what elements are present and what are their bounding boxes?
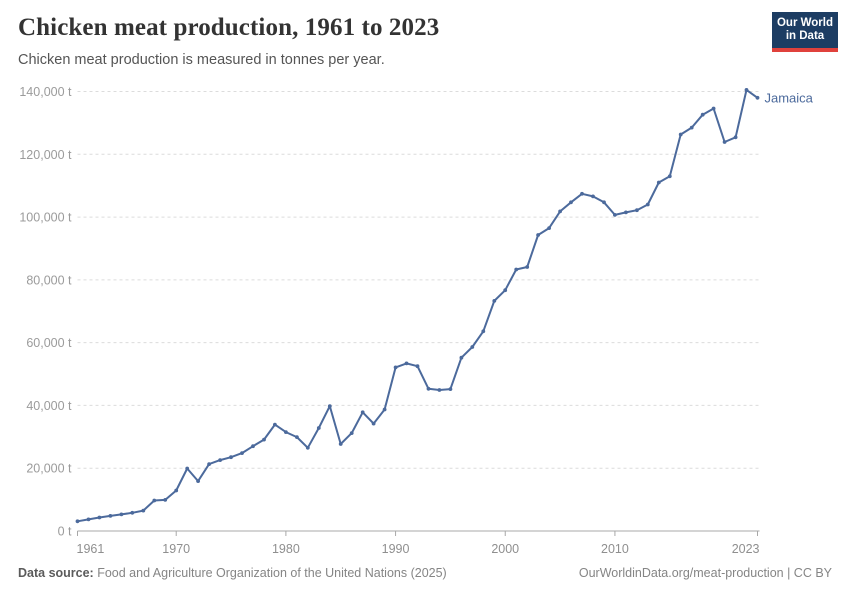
data-point-marker [229, 455, 233, 460]
data-point-marker [448, 387, 453, 391]
data-point-marker [360, 410, 365, 415]
data-point-marker [108, 514, 113, 518]
data-point-marker [536, 233, 540, 237]
data-point-marker [711, 106, 716, 111]
data-point-marker [218, 458, 223, 462]
data-point-marker [119, 512, 124, 517]
data-point-marker [569, 200, 573, 205]
data-point-marker [130, 510, 135, 515]
data-point-marker [437, 388, 442, 392]
data-point-marker [602, 200, 606, 205]
data-point-marker [722, 140, 727, 144]
data-source-text: Food and Agriculture Organization of the… [93, 566, 447, 580]
x-axis-tick-label: 1990 [382, 542, 410, 556]
data-point-marker [174, 488, 179, 493]
page-title: Chicken meat production, 1961 to 2023 [18, 14, 440, 41]
data-point-marker [689, 125, 694, 130]
data-point-marker [481, 329, 486, 334]
data-point-marker [744, 88, 749, 92]
owid-logo[interactable]: Our World in Data [772, 12, 838, 52]
data-point-marker [492, 299, 497, 303]
data-point-marker [624, 210, 628, 215]
x-axis-tick-label: 2010 [601, 542, 629, 556]
data-point-marker [316, 426, 321, 430]
data-point-marker [678, 132, 683, 137]
data-point-marker [667, 174, 672, 179]
data-point-marker [273, 422, 277, 427]
data-point-marker [86, 517, 91, 522]
chart-subtitle: Chicken meat production is measured in t… [18, 52, 385, 68]
data-point-marker [404, 361, 409, 366]
data-point-marker [700, 112, 705, 117]
y-axis-tick-label: 80,000 t [26, 273, 72, 287]
data-point-marker [733, 135, 738, 140]
data-point-marker [547, 226, 551, 231]
data-point-marker [514, 267, 519, 272]
data-point-marker [240, 451, 244, 455]
data-point-marker [580, 191, 584, 196]
chart-footer: Data source: Food and Agriculture Organi… [0, 566, 850, 580]
data-point-marker [558, 209, 562, 214]
x-axis-tick-label: 1970 [162, 542, 190, 556]
data-point-marker [207, 462, 212, 466]
y-axis-tick-label: 140,000 t [19, 85, 72, 99]
data-point-marker [525, 265, 530, 269]
data-point-marker [613, 213, 617, 217]
data-point-marker [97, 515, 102, 520]
data-point-marker [327, 404, 332, 408]
owid-logo-line2: in Data [785, 30, 825, 42]
data-point-marker [459, 355, 464, 360]
data-point-marker [645, 202, 650, 207]
x-axis-tick-label: 2000 [491, 542, 519, 556]
data-point-marker [656, 180, 661, 185]
data-point-marker [251, 444, 255, 449]
owid-logo-line1: Our World [776, 17, 833, 29]
data-source-note: Data source: Food and Agriculture Organi… [18, 566, 447, 580]
data-point-marker [338, 442, 343, 446]
entity-label[interactable]: Jamaica [765, 90, 814, 105]
credit-link[interactable]: OurWorldinData.org/meat-production | CC … [578, 566, 832, 580]
data-point-marker [349, 431, 354, 435]
data-point-marker [755, 95, 760, 100]
y-axis-tick-label: 20,000 t [26, 462, 72, 476]
data-source-label: Data source: [18, 566, 94, 580]
y-axis-tick-label: 100,000 t [19, 211, 72, 225]
data-point-marker [426, 386, 431, 391]
y-axis-tick-label: 120,000 t [19, 148, 72, 162]
x-axis-tick-label: 1961 [77, 542, 105, 556]
data-point-marker [635, 208, 639, 213]
data-point-marker [284, 430, 288, 434]
x-axis-tick-label: 2023 [732, 542, 760, 556]
data-point-marker [196, 479, 201, 483]
data-point-marker [371, 421, 376, 426]
data-point-marker [295, 435, 299, 439]
data-point-marker [470, 345, 475, 349]
data-point-marker [163, 498, 168, 502]
y-axis-tick-label: 40,000 t [26, 399, 72, 413]
data-point-marker [262, 437, 266, 442]
data-point-marker [393, 365, 398, 370]
data-point-marker [305, 445, 310, 450]
data-point-marker [591, 194, 595, 199]
x-axis-tick-label: 1980 [272, 542, 300, 556]
data-point-marker [382, 407, 387, 412]
data-point-marker [75, 519, 80, 524]
y-axis-tick-label: 0 t [58, 525, 72, 539]
y-axis-tick-label: 60,000 t [26, 336, 72, 350]
data-point-marker [152, 498, 157, 503]
data-point-marker [415, 364, 420, 369]
data-point-marker [503, 288, 508, 293]
data-point-marker [185, 466, 190, 471]
data-point-marker [141, 508, 146, 513]
